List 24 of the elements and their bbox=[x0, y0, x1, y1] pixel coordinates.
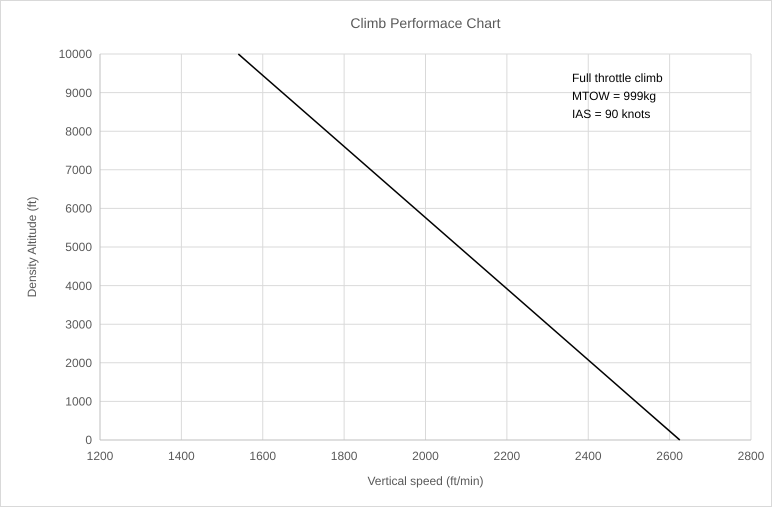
y-tick-label: 4000 bbox=[65, 278, 92, 293]
x-tick-label: 2400 bbox=[574, 449, 602, 463]
x-tick-label: 1200 bbox=[86, 449, 114, 463]
y-tick-label: 10000 bbox=[58, 47, 92, 62]
y-tick-label: 5000 bbox=[65, 240, 92, 254]
x-tick-label: 2200 bbox=[494, 449, 521, 463]
x-tick-label: 1600 bbox=[249, 449, 276, 463]
x-axis-title: Vertical speed (ft/min) bbox=[367, 474, 484, 488]
y-tick-label: 6000 bbox=[65, 202, 92, 216]
x-tick-label: 2000 bbox=[412, 449, 440, 463]
x-tick-label: 2600 bbox=[656, 449, 684, 463]
annotation: Full throttle climb MTOW = 999kg IAS = 90 knots bbox=[572, 71, 663, 121]
x-tick-label: 1400 bbox=[168, 449, 196, 463]
y-tick-label: 1000 bbox=[65, 394, 92, 409]
chart-title: Climb Performace Chart bbox=[350, 15, 501, 31]
y-tick-label: 2000 bbox=[65, 356, 92, 370]
y-axis-title: Density Altitude (ft) bbox=[25, 196, 39, 298]
y-tick-label: 8000 bbox=[65, 124, 92, 138]
y-tick-label: 3000 bbox=[65, 317, 92, 332]
y-tick-label: 7000 bbox=[65, 163, 92, 177]
x-tick-label: 1800 bbox=[330, 449, 358, 463]
y-tick-label: 0 bbox=[85, 433, 92, 448]
x-tick-label: 2800 bbox=[738, 449, 765, 463]
y-tick-label: 9000 bbox=[65, 86, 92, 100]
